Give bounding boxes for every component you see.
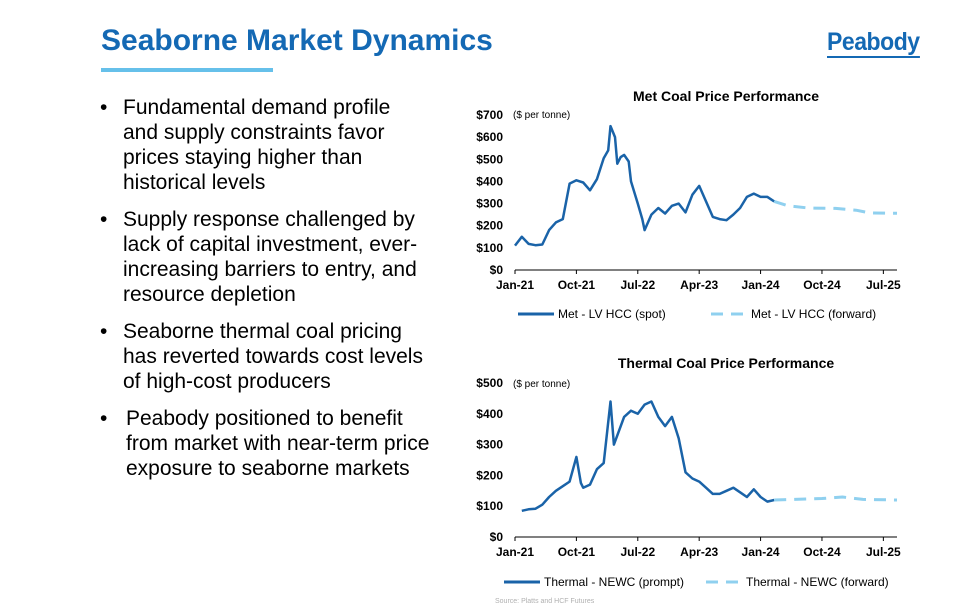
peabody-logo: Peabody — [827, 28, 920, 58]
legend-label: Met - LV HCC (spot) — [558, 307, 666, 321]
forward-price-line — [773, 199, 898, 215]
y-tick-label: $400 — [476, 407, 503, 421]
y-tick-label: $500 — [476, 376, 503, 390]
bullet-item: • Supply response challenged by lack of … — [100, 207, 430, 307]
chart-title: Thermal Coal Price Performance — [618, 355, 835, 371]
x-tick-label: Jul-25 — [866, 545, 901, 559]
y-tick-label: $400 — [476, 174, 503, 188]
unit-label: ($ per tonne) — [513, 110, 570, 121]
x-tick-label: Jul-22 — [620, 278, 655, 292]
x-tick-label: Oct-21 — [558, 545, 596, 559]
y-tick-label: $300 — [476, 197, 503, 211]
chart-source-note: Source: Platts and HCF Futures — [495, 598, 595, 605]
x-tick-label: Apr-23 — [680, 278, 718, 292]
thermal-coal-chart: Thermal Coal Price Performance ($ per ton… — [476, 355, 901, 589]
y-tick-label: $100 — [476, 499, 503, 513]
y-tick-label: $100 — [476, 241, 503, 255]
forward-price-line — [774, 495, 898, 502]
spot-price-line — [514, 124, 775, 247]
x-tick-label: Jul-22 — [620, 545, 655, 559]
y-tick-label: $200 — [476, 468, 503, 482]
legend-label: Thermal - NEWC (prompt) — [544, 575, 684, 589]
slide-title: Seaborne Market Dynamics — [101, 24, 493, 57]
unit-label: ($ per tonne) — [513, 379, 570, 390]
title-underline — [101, 68, 273, 72]
y-tick-label: $0 — [490, 530, 504, 544]
chart-title: Met Coal Price Performance — [633, 88, 819, 104]
bullet-item: • Seaborne thermal coal pricing has reve… — [100, 319, 430, 394]
bullet-text: Peabody positioned to benefit from marke… — [126, 407, 430, 480]
y-tick-label: $200 — [476, 219, 503, 233]
bullet-text: Seaborne thermal coal pricing has revert… — [123, 320, 423, 393]
bullet-text: Fundamental demand profile and supply co… — [123, 96, 391, 194]
x-tick-label: Jan-24 — [742, 278, 780, 292]
y-tick-label: $500 — [476, 152, 503, 166]
y-tick-label: $600 — [476, 130, 503, 144]
bullet-item: • Peabody positioned to benefit from mar… — [100, 406, 430, 481]
y-tick-label: $700 — [476, 108, 503, 122]
x-tick-label: Jan-21 — [496, 278, 534, 292]
bullet-icon: • — [100, 96, 108, 119]
x-tick-label: Oct-24 — [803, 545, 841, 559]
bullet-icon: • — [100, 208, 108, 231]
y-tick-label: $0 — [490, 263, 504, 277]
spot-price-line — [521, 400, 775, 513]
x-tick-label: Jan-21 — [496, 545, 534, 559]
x-tick-label: Oct-24 — [803, 278, 841, 292]
x-tick-label: Apr-23 — [680, 545, 718, 559]
legend-label: Thermal - NEWC (forward) — [746, 575, 889, 589]
x-tick-label: Jul-25 — [866, 278, 901, 292]
x-tick-label: Oct-21 — [558, 278, 596, 292]
bullet-icon: • — [100, 320, 108, 343]
bullet-text: Supply response challenged by lack of ca… — [123, 208, 418, 306]
met-coal-chart: Met Coal Price Performance ($ per tonne) $… — [476, 88, 901, 321]
bullet-item: • Fundamental demand profile and supply … — [100, 95, 430, 195]
bullet-list: • Fundamental demand profile and supply … — [100, 95, 430, 493]
y-tick-label: $300 — [476, 438, 503, 452]
legend-label: Met - LV HCC (forward) — [751, 307, 876, 321]
x-tick-label: Jan-24 — [742, 545, 780, 559]
bullet-icon: • — [100, 407, 108, 430]
